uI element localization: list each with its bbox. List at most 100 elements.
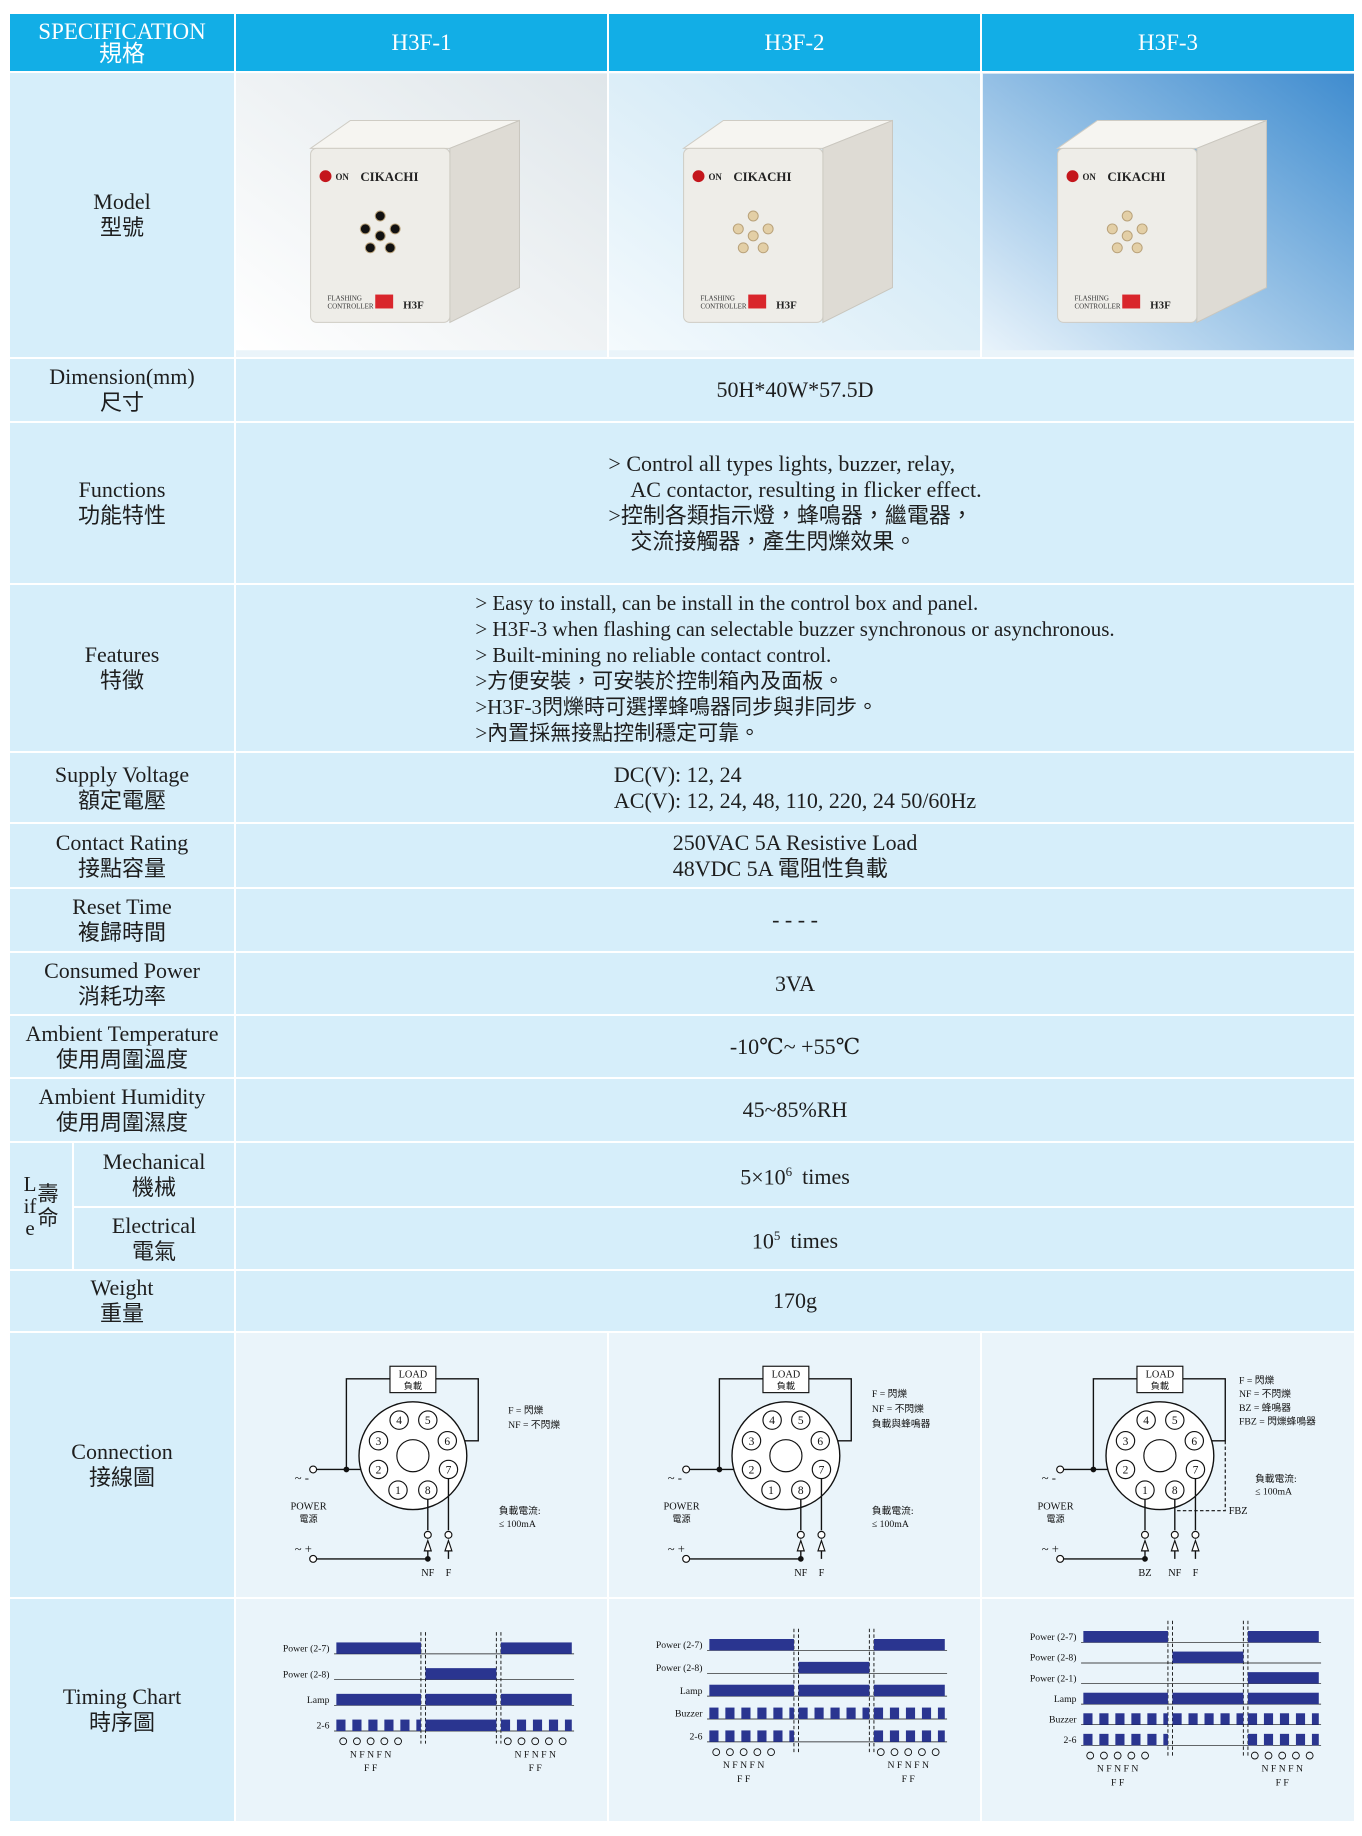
state-label: F F [1275,1777,1289,1788]
socket-hole [384,242,396,254]
value-line: >方便安裝，可安裝於控制箱內及面板。 [475,669,845,693]
timing-row-label: Buzzer [675,1709,703,1720]
socket-hole [374,210,386,222]
high-level [873,1684,945,1697]
state-label: F F [364,1763,378,1774]
table-cell: ON CIKACHI FLASHING CONTROLLER H3F [980,71,1357,359]
pulse [1311,1713,1319,1725]
pulse [773,1730,783,1742]
pulse [400,1719,410,1731]
product-line: CONTROLLER [1074,302,1120,310]
table-cell: - - - - [234,887,1357,953]
table-cell: 5×106 times [234,1141,1357,1208]
pulse [1098,1713,1109,1725]
value-line: AC(V): 12, 24, 48, 110, 220, 24 50/60Hz [613,787,977,813]
high-level [500,1642,572,1654]
table-row: Ambient Temperature 使用周圍溫度 -10℃~ +55℃ [7,1014,1357,1079]
terminal-arrow [1190,1538,1200,1552]
pulse [905,1707,916,1719]
legend-line: F = 閃爍 [508,1403,544,1416]
pin-number: 7 [819,1464,825,1476]
socket-hole [389,223,401,235]
table-cell: Timing Chart 時序圖 [7,1597,237,1823]
timing-row-label: Power (2-8) [283,1669,330,1680]
table-row: Connection 接線圖 LOAD 負載 ~ - ~ + POWER 電源 1 2 3 4 5 6 7 8… [7,1331,1357,1599]
terminal-label: F [819,1568,825,1579]
socket-hole [1136,223,1148,235]
table-cell: Power (2-7) Power (2-8) Lamp Buzzer 2-6 N F N… [607,1597,983,1823]
power-symbol: ~ + [1041,1542,1058,1556]
table-cell: Power (2-7) Power (2-8) Lamp 2-6 N F N F N F … [234,1597,610,1823]
row-label: Dimension(mm) [49,364,195,389]
pulse [725,1707,735,1719]
state-mark [1126,1751,1135,1760]
power-symbol: ~ + [295,1542,312,1556]
note-line: ≤ 100mA [499,1519,536,1530]
wire [345,1378,479,1470]
power-terminal [1055,1465,1064,1474]
pulse [709,1730,719,1742]
pin [388,1480,408,1500]
load-label: 負載 [404,1380,422,1391]
state-mark [876,1748,885,1757]
state-mark [890,1748,899,1757]
high-level [1172,1692,1243,1705]
row-label: Features [84,642,160,667]
table-row: Dimension(mm) 尺寸 50H*40W*57.5D [7,357,1357,423]
table-cell: Electrical 電氣 [71,1206,237,1271]
value-exp: 6 [785,1163,793,1179]
terminal-arrow [1170,1538,1179,1552]
value-line: 250VAC 5A Resistive Load [672,829,918,855]
state-mark [931,1748,940,1757]
pulse [532,1719,543,1731]
state-mark [1305,1751,1314,1760]
pin [791,1410,811,1430]
power-terminal [309,1554,318,1563]
table-cell: H3F-2 [607,12,983,73]
table-cell: ON CIKACHI FLASHING CONTROLLER H3F [234,71,610,359]
pulse [873,1730,884,1742]
timing-row-label: Lamp [307,1695,330,1706]
header-label: SPECIFICATION [38,18,206,44]
pulse [368,1719,378,1731]
pulse [352,1719,362,1731]
pin-number: 6 [1191,1436,1197,1448]
row-label: Supply Voltage [54,761,190,787]
high-level [425,1668,497,1680]
terminal [1140,1530,1149,1539]
pulse [1220,1713,1230,1725]
pin-number: 6 [444,1436,450,1448]
brand: CIKACHI [1107,169,1165,184]
timing-row-label: Power (2-7) [283,1644,330,1655]
pin-number: 2 [376,1464,382,1476]
note-line: ≤ 100mA [1255,1487,1292,1498]
pin [1115,1431,1135,1451]
pin-number: 1 [395,1485,401,1497]
pulse [798,1707,808,1719]
table-cell: Ambient Humidity 使用周圍濕度 [7,1077,237,1143]
terminal-label: BZ [1138,1568,1151,1579]
pin-number: 7 [446,1464,452,1476]
pulse [709,1707,719,1719]
pulse [1130,1733,1141,1746]
header-label: 規格 [99,40,145,66]
load-label: 負載 [1150,1380,1168,1391]
table-cell: H3F-1 [234,12,610,73]
socket-hole [359,223,371,235]
note-line: ≤ 100mA [872,1519,909,1530]
terminal-arrow [423,1538,433,1552]
terminal [1190,1530,1199,1539]
row-label: Connection [71,1439,173,1464]
pulse [1082,1713,1093,1725]
brand: CIKACHI [360,169,418,184]
value-line: 交流接觸器，產生閃爍效果。 [630,529,917,554]
pin [810,1431,831,1451]
power-label: POWER [664,1502,700,1513]
row-label: 額定電壓 [78,787,167,813]
pulse [773,1707,783,1719]
pulse [846,1707,856,1719]
power-symbol: ~ + [668,1542,685,1556]
